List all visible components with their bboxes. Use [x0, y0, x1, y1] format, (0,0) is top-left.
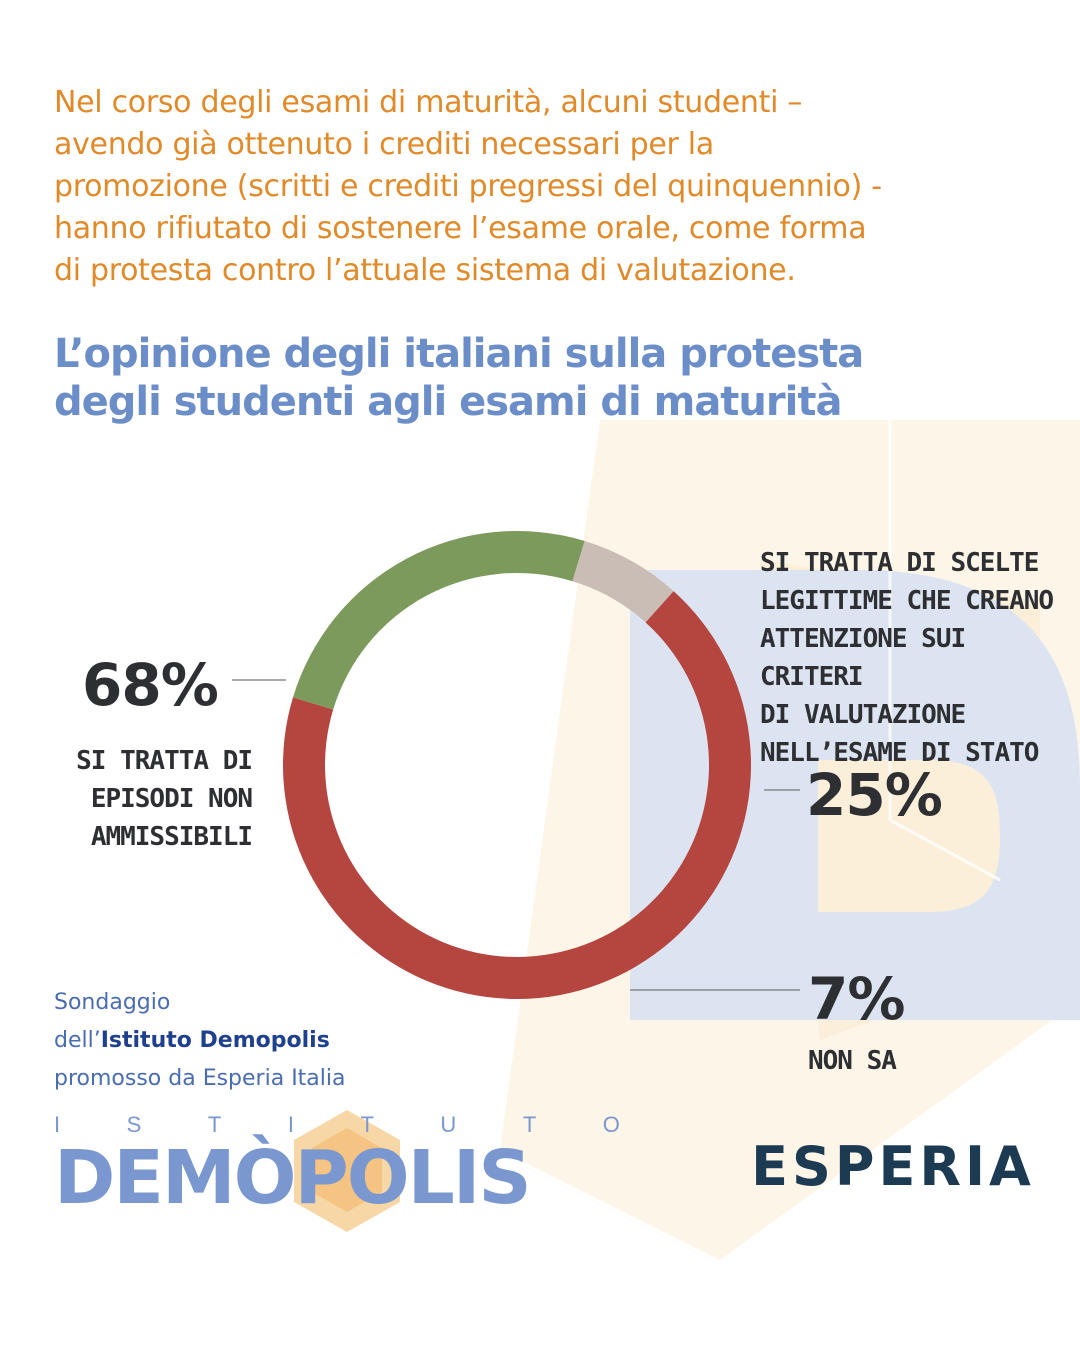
slice-label-line: SI TRATTA DI SCELTE [760, 548, 1039, 578]
donut-slice-68 [283, 591, 752, 999]
background-letter-d [630, 570, 1080, 1020]
intro-line: hanno rifiutato di sostenere l’esame ora… [54, 211, 867, 246]
source-credit: Sondaggio dell’Istituto Demopolis promos… [54, 984, 474, 1098]
demopolis-logo-emblem [294, 1110, 400, 1232]
intro-line: promozione (scritti e crediti pregressi … [54, 169, 882, 204]
value-label-68: 68% [82, 651, 219, 719]
logo-letter: T [522, 1112, 537, 1137]
value-label-25: 25% [806, 761, 943, 829]
esperia-logo-wordmark: ESPERIA [751, 1135, 1035, 1198]
slice-label-line: LEGITTIME CHE CREANO [760, 586, 1054, 616]
title-line: degli studenti agli esami di maturità [54, 379, 842, 425]
page-title: L’opinione degli italiani sulla protesta… [54, 330, 1054, 426]
background-line [889, 818, 1001, 882]
intro-line: di protesta contro l’attuale sistema di … [54, 253, 796, 288]
slice-label-line: EPISODI NON [90, 784, 253, 814]
intro-line: avendo già ottenuto i crediti necessari … [54, 127, 714, 162]
slice-label-scelte-legittime: SI TRATTA DI SCELTE LEGITTIME CHE CREANO… [760, 544, 1080, 772]
demopolis-logo-wordmark: DEMÒPOLIS [54, 1135, 532, 1221]
slice-label-line: ATTENZIONE SUI CRITERI [760, 624, 966, 692]
value-label-7: 7% [808, 965, 905, 1033]
logo-letter: T [360, 1112, 374, 1137]
logo-letter: O [602, 1112, 620, 1137]
logo-letter: T [207, 1112, 222, 1137]
intro-line: Nel corso degli esami di maturità, alcun… [54, 85, 803, 120]
logo-letter: I [54, 1112, 61, 1137]
source-institute: Istituto Demopolis [100, 1028, 330, 1053]
donut-slice-25 [292, 531, 585, 710]
intro-text: Nel corso degli esami di maturità, alcun… [54, 82, 1034, 292]
slice-label-line: NON SA [808, 1046, 897, 1076]
donut-slice-7 [572, 540, 674, 623]
source-line: promosso da Esperia Italia [54, 1066, 346, 1091]
slice-label-line: SI TRATTA DI [76, 746, 253, 776]
slice-label-line: DI VALUTAZIONE [760, 700, 966, 730]
source-line: Sondaggio [54, 990, 171, 1015]
logo-letter: I [287, 1112, 294, 1137]
slice-label-non-ammissibili: SI TRATTA DI EPISODI NON AMMISSIBILI [40, 742, 253, 856]
esperia-logo: ESPERIA [736, 1128, 1050, 1204]
demopolis-logo: I S T I T U T O DEMÒPOLIS [54, 1110, 634, 1232]
slice-label-non-sa: NON SA [808, 1042, 1008, 1080]
demopolis-logo-small-text: I S T I T U T O [54, 1112, 620, 1138]
title-line: L’opinione degli italiani sulla protesta [54, 331, 864, 377]
slice-label-line: NELL’ESAME DI STATO [760, 738, 1039, 768]
logo-letter: S [126, 1112, 142, 1137]
slice-label-line: AMMISSIBILI [90, 822, 253, 852]
logo-letter: U [440, 1112, 457, 1137]
source-line-prefix: dell’ [54, 1028, 101, 1053]
